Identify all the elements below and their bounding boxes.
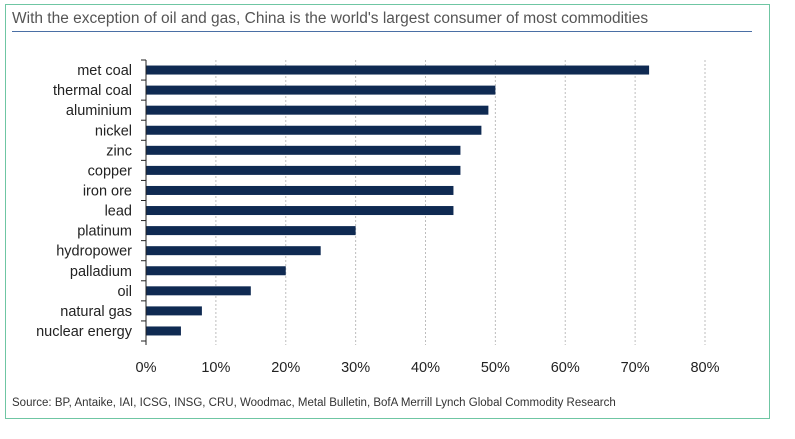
bar-copper [146,165,461,175]
category-label: nuclear energy [36,324,133,340]
x-tick-labels: 0% 10% 20% 30% 40% 50% 60% 70% 80% [136,360,720,376]
category-label: aluminium [66,103,132,119]
bar-palladium [146,266,286,276]
category-label: thermal coal [53,83,132,99]
x-tick-label: 0% [136,360,157,376]
bar-met-coal [146,65,650,75]
bar-thermal-coal [146,85,496,95]
bar-aluminium [146,105,489,115]
grid-lines [215,60,706,345]
x-tick-label: 20% [271,360,300,376]
x-tick-label: 60% [551,360,580,376]
category-label: zinc [106,143,132,159]
category-labels: met coal thermal coal aluminium nickel zinc c… [36,63,133,340]
bars [146,65,650,336]
category-label: lead [105,204,132,220]
category-label: copper [88,163,133,179]
chart-title: With the exception of oil and gas, China… [12,10,649,27]
bar-iron-ore [146,185,454,195]
category-label: met coal [77,63,132,79]
x-tick-label: 40% [411,360,440,376]
x-tick-label: 10% [201,360,230,376]
source-note: Source: BP, Antaike, IAI, ICSG, INSG, CR… [12,397,616,409]
category-label: nickel [95,123,132,139]
title-divider [12,31,752,32]
bar-nickel [146,125,482,135]
bar-platinum [146,226,356,236]
category-label: platinum [77,224,132,240]
bar-lead [146,206,454,216]
bar-natural-gas [146,306,202,316]
category-label: iron ore [83,183,132,199]
axis [141,59,147,345]
bar-zinc [146,145,461,155]
category-label: natural gas [60,304,132,320]
bar-hydropower [146,246,321,256]
x-tick-label: 30% [341,360,370,376]
category-label: hydropower [56,244,132,260]
x-tick-label: 70% [621,360,650,376]
x-tick-label: 80% [690,360,719,376]
category-label: palladium [70,264,132,280]
bar-nuclear-energy [146,326,181,336]
bar-oil [146,286,251,296]
category-label: oil [117,284,132,300]
x-tick-label: 50% [481,360,510,376]
